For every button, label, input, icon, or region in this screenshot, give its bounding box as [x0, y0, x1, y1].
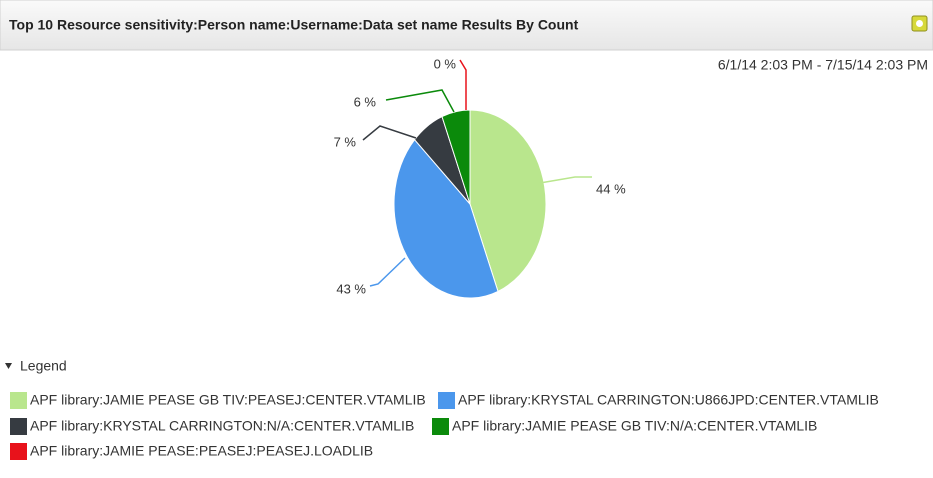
data-label: 43 % — [336, 281, 366, 296]
legend-title[interactable]: Legend — [20, 358, 67, 374]
legend-label: APF library:JAMIE PEASE:PEASEJ:PEASEJ.LO… — [30, 443, 373, 459]
pie-slice — [469, 109, 547, 293]
date-range: 6/1/14 2:03 PM - 7/15/14 2:03 PM — [718, 57, 928, 73]
settings-icon-center — [916, 20, 923, 27]
leader-line — [362, 125, 417, 141]
legend-toggle[interactable] — [5, 363, 12, 369]
data-label: 0 % — [434, 56, 457, 71]
leader-line — [459, 59, 467, 110]
legend-label: APF library:KRYSTAL CARRINGTON:N/A:CENTE… — [30, 418, 414, 434]
pie-slice — [393, 138, 499, 299]
legend-label: APF library:KRYSTAL CARRINGTON:U866JPD:C… — [458, 392, 879, 408]
data-label: 6 % — [354, 94, 377, 109]
legend-label: APF library:JAMIE PEASE GB TIV:PEASEJ:CE… — [30, 392, 426, 408]
data-label: 44 % — [596, 181, 626, 196]
legend-label: APF library:JAMIE PEASE GB TIV:N/A:CENTE… — [452, 418, 817, 434]
chart-title: Top 10 Resource sensitivity:Person name:… — [9, 17, 579, 33]
legend-swatch — [10, 443, 27, 460]
legend-swatch — [10, 392, 27, 409]
data-label: 7 % — [334, 134, 357, 149]
header-bar — [0, 0, 933, 51]
leader-line — [369, 257, 406, 287]
legend-swatch — [438, 392, 455, 409]
legend-swatch — [432, 418, 449, 435]
leader-line — [539, 176, 592, 184]
leader-line — [385, 89, 455, 113]
legend-swatch — [10, 418, 27, 435]
